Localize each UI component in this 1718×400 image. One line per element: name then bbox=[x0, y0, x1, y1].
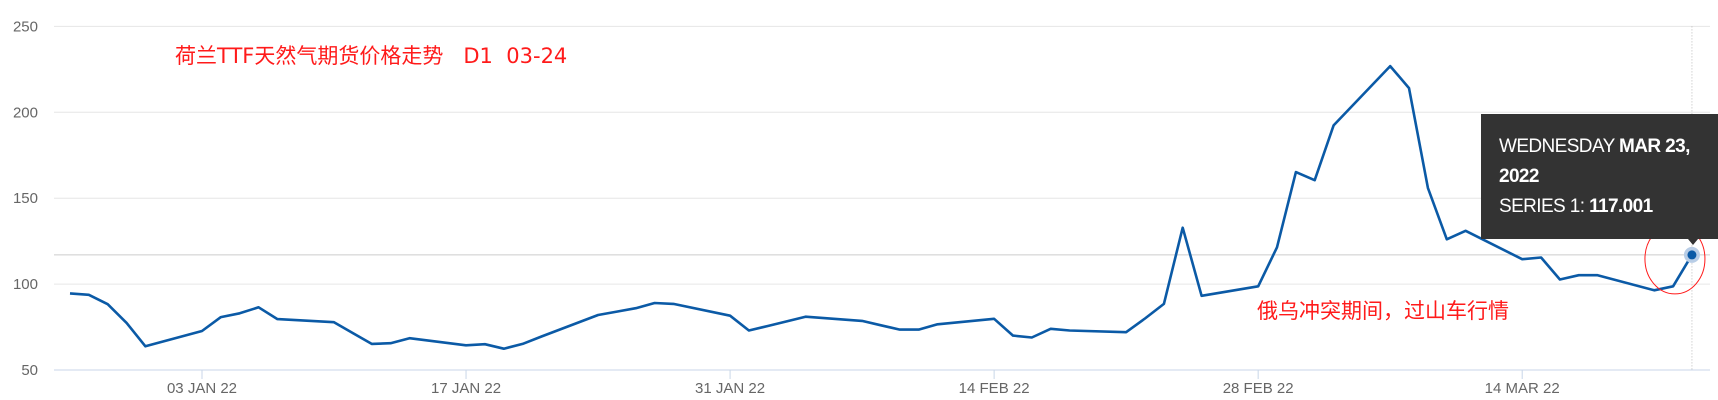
series-line bbox=[69, 64, 1694, 351]
tooltip-series-label: SERIES 1: bbox=[1499, 196, 1585, 217]
tooltip-arrow bbox=[1688, 239, 1698, 245]
annotation-text: 俄乌冲突期间，过山车行情 bbox=[1257, 299, 1509, 323]
x-tick-label: 17 JAN 22 bbox=[431, 380, 501, 397]
x-tick-label: 14 FEB 22 bbox=[959, 380, 1030, 397]
y-tick-label: 150 bbox=[13, 190, 38, 207]
x-tick-label: 28 FEB 22 bbox=[1223, 380, 1294, 397]
tooltip-date: MAR 23, bbox=[1619, 136, 1690, 157]
hover-point bbox=[1687, 250, 1697, 260]
x-tick-label: 14 MAR 22 bbox=[1485, 380, 1560, 397]
y-tick-label: 50 bbox=[21, 362, 38, 379]
tooltip-day: WEDNESDAY bbox=[1499, 136, 1615, 157]
tooltip: WEDNESDAY MAR 23, 2022 SERIES 1: 117.001 bbox=[1481, 114, 1718, 239]
x-tick-label: 03 JAN 22 bbox=[167, 380, 237, 397]
x-tick-label: 31 JAN 22 bbox=[695, 380, 765, 397]
tooltip-value: 117.001 bbox=[1589, 196, 1653, 217]
y-tick-label: 250 bbox=[13, 18, 38, 35]
y-tick-label: 100 bbox=[13, 276, 38, 293]
tooltip-year: 2022 bbox=[1499, 166, 1539, 187]
chart-title: 荷兰TTF天然气期货价格走势 D1 03-24 bbox=[175, 44, 568, 68]
y-tick-label: 200 bbox=[13, 104, 38, 121]
